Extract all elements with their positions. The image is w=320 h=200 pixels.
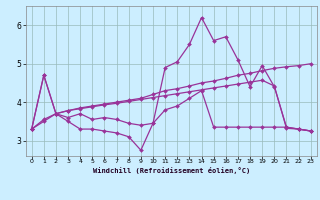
X-axis label: Windchill (Refroidissement éolien,°C): Windchill (Refroidissement éolien,°C): [92, 167, 250, 174]
